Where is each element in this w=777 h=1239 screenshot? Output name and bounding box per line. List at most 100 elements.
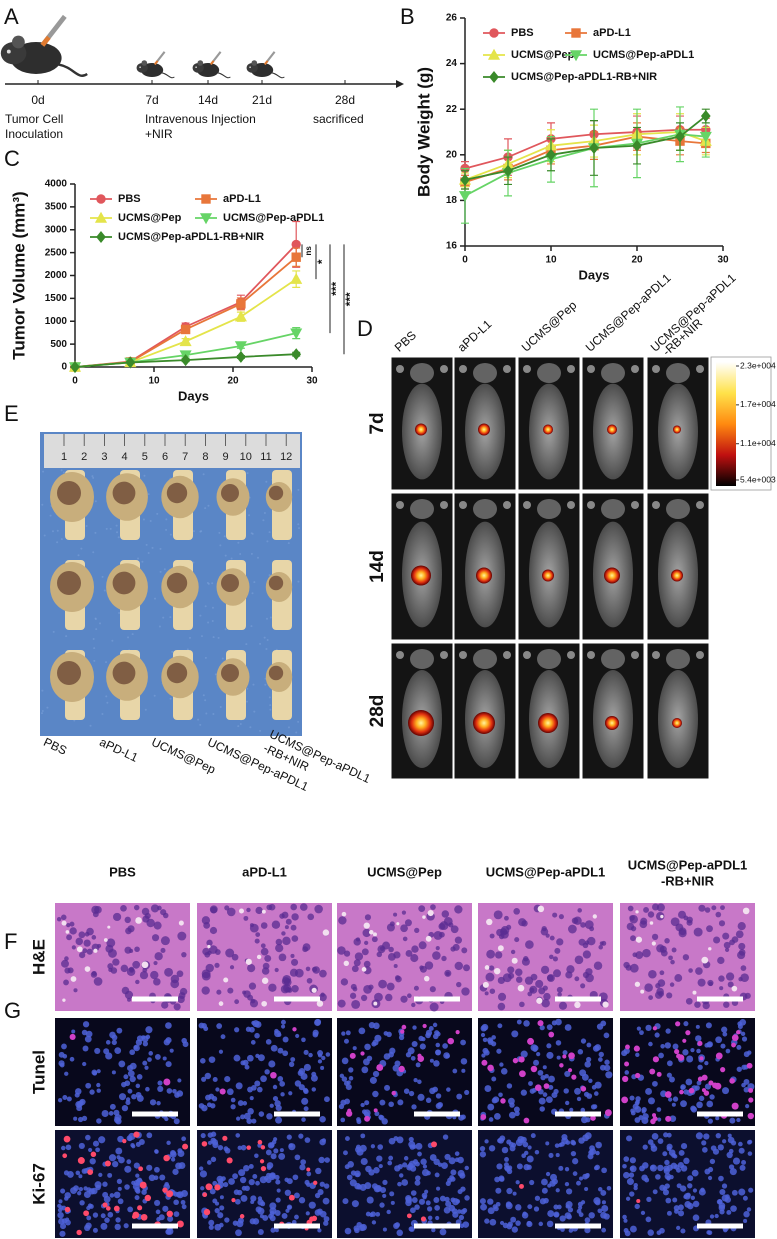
positive-cell [376, 1064, 384, 1072]
positive-cell [676, 1053, 682, 1059]
positive-cell [122, 1138, 127, 1144]
dapi-nucleus [66, 1096, 72, 1102]
dapi-nucleus [267, 1142, 275, 1149]
histology-column-label: UCMS@Pep-aPDL1 [486, 864, 606, 879]
dapi-nucleus [415, 1161, 420, 1167]
dapi-nucleus [274, 1228, 279, 1233]
dapi-nucleus [298, 1084, 305, 1091]
nucleus [499, 928, 508, 936]
mouse-paw [567, 365, 575, 373]
dapi-nucleus [107, 1172, 113, 1178]
fabric-texture [219, 706, 222, 709]
dapi-nucleus [275, 1197, 281, 1203]
dapi-nucleus [585, 1117, 591, 1123]
dapi-nucleus [591, 1085, 597, 1090]
dapi-nucleus [123, 1223, 129, 1229]
positive-cell [519, 1183, 524, 1189]
dapi-nucleus [209, 1188, 216, 1195]
fabric-texture [127, 636, 130, 639]
dapi-nucleus [566, 1188, 573, 1195]
dapi-nucleus [141, 1035, 149, 1043]
fabric-texture [92, 551, 95, 554]
dapi-nucleus [434, 1205, 440, 1211]
dapi-nucleus [403, 1088, 410, 1094]
dapi-nucleus [546, 1024, 553, 1031]
dapi-nucleus [654, 1032, 660, 1038]
nucleus [349, 992, 357, 999]
dapi-nucleus [315, 1167, 322, 1175]
dapi-nucleus [358, 1027, 366, 1035]
dapi-nucleus [62, 1094, 68, 1100]
dapi-nucleus [429, 1087, 436, 1095]
nucleus [385, 993, 393, 1002]
dapi-nucleus [397, 1181, 402, 1187]
dapi-nucleus [747, 1083, 755, 1091]
dapi-nucleus [634, 1203, 640, 1210]
nucleus [209, 926, 218, 935]
data-point [234, 310, 247, 322]
ruler-number: 5 [142, 451, 148, 463]
positive-cell [132, 1214, 137, 1219]
dapi-nucleus [277, 1076, 284, 1082]
dapi-nucleus [567, 1207, 574, 1213]
y-tick-label: 1500 [45, 293, 68, 304]
dapi-nucleus [398, 1034, 405, 1041]
dapi-nucleus [301, 1097, 309, 1105]
dapi-nucleus [360, 1133, 366, 1139]
nucleus [160, 936, 170, 946]
dapi-nucleus [559, 1215, 566, 1222]
significance-label: ns [304, 246, 313, 256]
vacuole [361, 967, 367, 972]
nucleus [720, 905, 725, 911]
y-tick-label: 26 [446, 13, 458, 24]
nucleus [485, 972, 495, 982]
mouse-paw [587, 501, 595, 509]
nucleus [719, 986, 724, 991]
vacuole [692, 990, 697, 995]
vacuole [76, 946, 83, 953]
fabric-texture [204, 605, 207, 608]
fabric-texture [115, 524, 118, 527]
dapi-nucleus [103, 1048, 110, 1055]
dapi-nucleus [507, 1165, 513, 1171]
fabric-texture [199, 723, 202, 726]
tumor-core [112, 571, 136, 595]
dapi-nucleus [442, 1134, 449, 1140]
nucleus [86, 927, 94, 936]
dapi-nucleus [683, 1157, 690, 1165]
dapi-nucleus [249, 1096, 254, 1101]
nucleus [737, 922, 746, 931]
nucleus [553, 969, 562, 978]
panel-label: F [4, 929, 17, 954]
dapi-nucleus [370, 1144, 376, 1149]
dapi-nucleus [345, 1030, 351, 1036]
fabric-texture [263, 636, 266, 639]
mouse-paw [523, 501, 531, 509]
dapi-nucleus [392, 1064, 400, 1072]
dapi-nucleus [564, 1070, 571, 1078]
dapi-nucleus [481, 1023, 489, 1031]
nucleus [227, 987, 234, 994]
mouse-tail [161, 72, 175, 79]
fabric-texture [143, 474, 146, 477]
dapi-nucleus [441, 1162, 448, 1170]
dapi-nucleus [736, 1117, 741, 1123]
nucleus [448, 922, 454, 928]
positive-cell [633, 1045, 640, 1052]
dapi-nucleus [510, 1216, 517, 1223]
dapi-nucleus [245, 1026, 252, 1032]
nucleus [260, 922, 268, 929]
dapi-nucleus [564, 1167, 570, 1172]
dapi-nucleus [709, 1214, 715, 1219]
dapi-nucleus [432, 1022, 438, 1028]
vacuole [341, 911, 347, 917]
nucleus [723, 941, 731, 949]
nucleus [134, 946, 140, 953]
positive-cell [747, 1112, 755, 1120]
dapi-nucleus [324, 1157, 330, 1163]
nucleus [60, 914, 67, 921]
dapi-nucleus [255, 1206, 262, 1213]
dapi-nucleus [232, 1220, 239, 1226]
fabric-texture [265, 617, 268, 620]
dapi-nucleus [668, 1149, 676, 1156]
